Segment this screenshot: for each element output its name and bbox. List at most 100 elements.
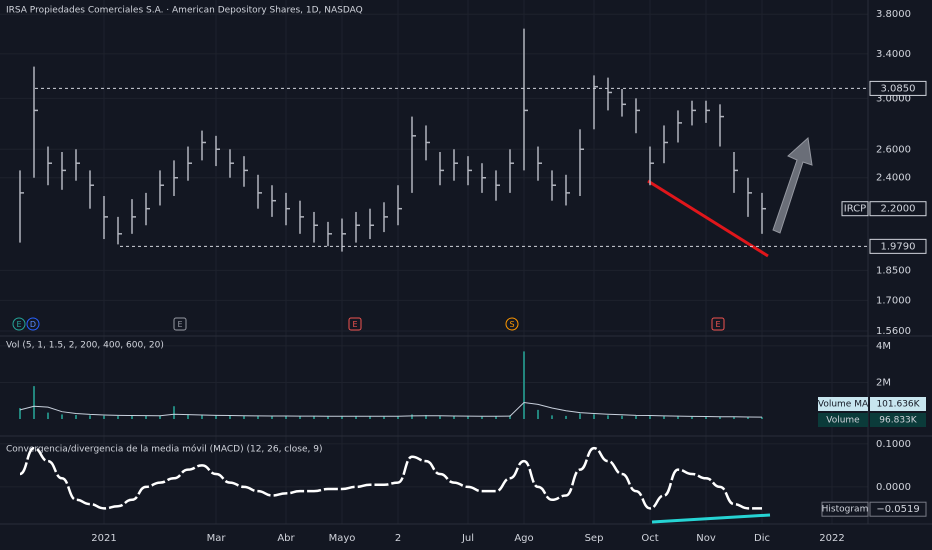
trend-line-price [647,179,769,258]
x-tick-label: Sep [585,533,604,544]
x-tick-label: 2021 [91,533,116,544]
volume-bar [733,416,735,419]
volume-bar [635,415,637,419]
volume-bar [593,414,595,419]
volume-bar [719,416,721,419]
event-icon [26,317,40,331]
volume-bar [663,416,665,419]
volume-bar [579,413,581,419]
volume-ma-line [19,402,763,418]
last-price-label: 2.2000 [881,204,916,215]
event-label: S [509,320,514,329]
macd-line [19,446,762,510]
volume-bar [229,415,231,419]
volume-bar [271,416,273,419]
last-price-badge [869,201,927,217]
volume-bar [341,416,343,419]
volume-bar [705,416,707,419]
volume-bar [467,416,469,419]
y-tick-label: 3.4000 [876,49,911,60]
volume-bar [285,415,287,419]
volume-bar [649,414,651,419]
volume-title: Vol (5, 1, 1.5, 2, 200, 400, 600, 20) [6,341,164,351]
volume-bar [61,414,63,419]
event-label: E [715,320,720,329]
volume-bar [131,415,133,419]
y-tick-label: 4M [876,341,891,352]
x-tick-label: Mayo [329,533,356,544]
level-label: 3.0850 [881,83,916,94]
legend-value: 96.833K [879,416,917,426]
level-badge [869,238,927,254]
x-tick-label: Nov [696,533,716,544]
volume-bar [145,415,147,419]
volume-bar [509,415,511,419]
macd-title: Convergencia/divergencia de la media móv… [6,444,322,455]
y-tick-label: 1.5600 [876,326,911,337]
volume-bar [565,415,567,419]
y-tick-label: 3.0000 [876,93,911,104]
y-tick-label: 2.6000 [876,144,911,155]
x-tick-label: 2 [395,533,401,544]
trend-line-macd [651,513,771,524]
volume-bar [537,409,539,419]
volume-bar [327,416,329,419]
volume-bar [397,416,399,419]
volume-bar [453,416,455,419]
volume-bar [761,417,763,419]
grid [0,0,868,524]
volume-bar [495,416,497,419]
volume-bar [117,416,119,419]
legend-name-badge [818,413,868,427]
volume-bar [75,414,77,419]
histogram-name-badge [821,501,869,517]
volume-bar [691,416,693,419]
volume-bar [215,415,217,419]
volume-bar [355,416,357,419]
volume-bar [425,414,427,419]
volume-bar [481,416,483,419]
volume-bar [551,415,553,419]
volume-bar [243,415,245,419]
volume-bar [159,415,161,419]
volume-bar [411,414,413,419]
y-tick-label: 0.1000 [876,439,911,450]
y-tick-label: 1.7000 [876,295,911,306]
y-tick-label: 2M [876,377,891,388]
event-label: E [16,320,21,329]
histogram-label: −0.0519 [876,504,919,515]
volume-bar [201,414,203,419]
volume-bar [103,415,105,419]
chart-title: IRSA Propiedades Comerciales S.A. · Amer… [6,6,363,16]
events: E D E E S E [12,317,725,331]
event-icon [505,317,519,331]
volume-bar [607,415,609,419]
x-tick-label: Abr [277,533,295,544]
legend-value: 101.636K [876,400,920,410]
arrow-up [772,137,813,234]
volume-bar [89,415,91,419]
legend-name: Volume [826,416,860,426]
volume-bar [383,416,385,419]
legend-value-badge [870,397,926,411]
y-tick-label: 1.8500 [876,265,911,276]
last-price-name-badge [841,201,869,217]
volume-bar [299,416,301,419]
level-label: 1.9790 [881,241,916,252]
level-badge [869,80,927,96]
x-tick-label: 2022 [819,533,844,544]
last-price-name: IRCP [844,204,866,215]
volume-bar [19,408,21,419]
volume-bar [257,416,259,419]
volume-bar [33,386,35,419]
event-icon [12,317,26,331]
legend-name: Volume MA [818,400,869,410]
y-tick-label: 2.4000 [876,173,911,184]
volume-bar [523,351,525,419]
histogram-name: Histogram [822,505,869,515]
y-tick-label: 0.0000 [876,482,911,493]
x-tick-label: Mar [207,533,227,544]
volume-bar [439,416,441,419]
